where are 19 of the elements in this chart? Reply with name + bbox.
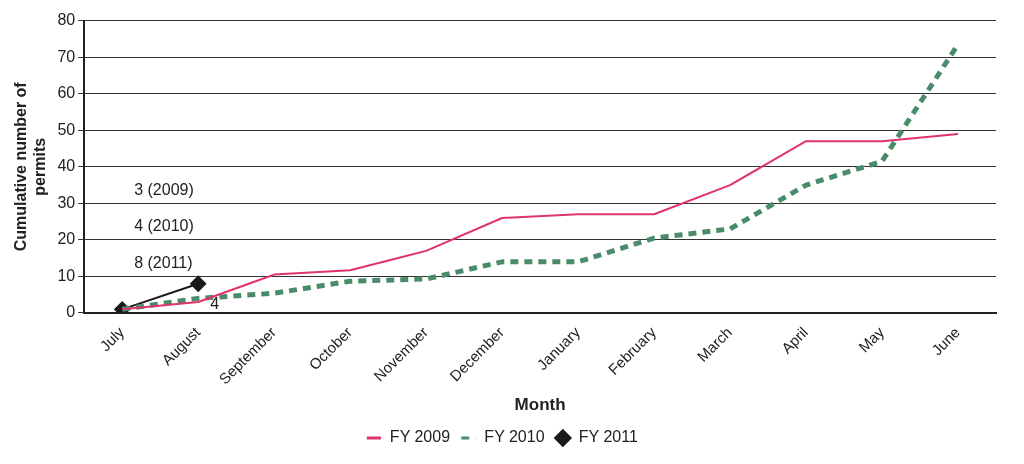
y-tick-label: 70 xyxy=(57,47,76,65)
annotation: 8 (2011) xyxy=(134,253,193,271)
x-tick-label: July xyxy=(96,323,128,355)
legend-label: FY 2009 xyxy=(389,428,451,446)
y-tick-label: 0 xyxy=(66,303,76,321)
y-tick-label: 20 xyxy=(57,230,76,248)
annotation: 4 xyxy=(210,294,220,312)
y-tick-label: 50 xyxy=(57,120,76,138)
legend-label: FY 2011 xyxy=(578,428,638,446)
y-tick-label: 30 xyxy=(57,193,76,211)
y-axis-title: Cumulative number of permits xyxy=(12,81,49,252)
legend-label: FY 2010 xyxy=(484,428,545,446)
y-tick-label: 80 xyxy=(57,11,76,29)
annotation: 4 (2010) xyxy=(134,217,194,235)
y-tick-label: 10 xyxy=(57,266,76,284)
annotation: 3 (2009) xyxy=(134,180,194,198)
y-tick-label: 60 xyxy=(57,84,76,102)
x-axis-title: Month xyxy=(514,395,566,415)
y-tick-label: 40 xyxy=(57,157,76,175)
